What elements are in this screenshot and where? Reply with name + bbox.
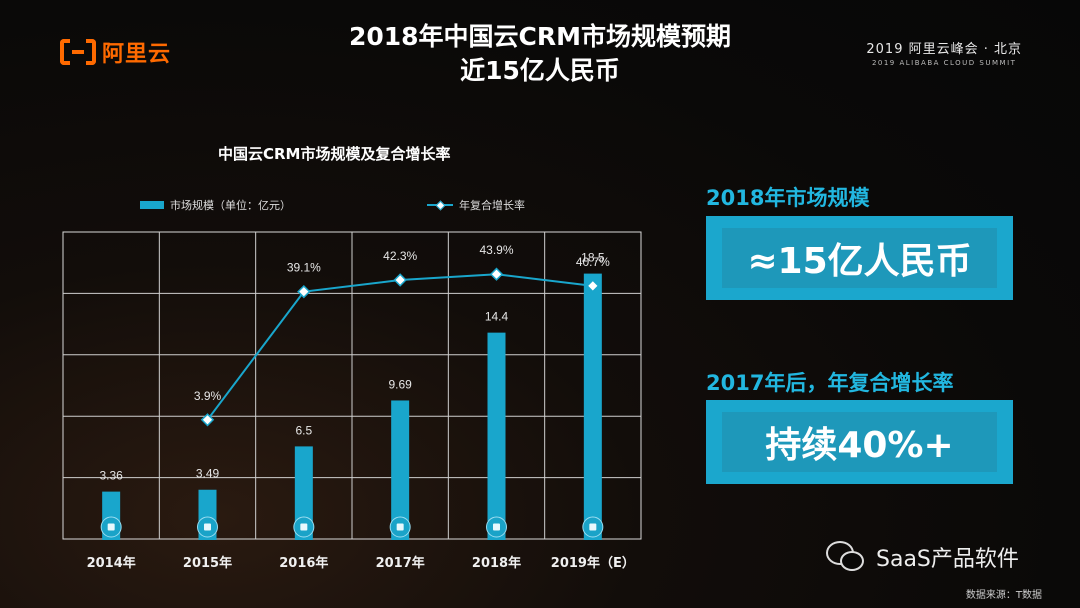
summit-badge: 2019 阿里云峰会 · 北京 2019 ALIBABA CLOUD SUMMI…: [866, 38, 1022, 67]
brand-name: 阿里云: [102, 42, 172, 67]
growth-rate-point: [297, 284, 311, 299]
bar-data-label: 9.69: [388, 377, 412, 391]
growth-rate-label: 43.9%: [479, 243, 513, 257]
chart-title: 中国云CRM市场规模及复合增长率: [218, 145, 451, 163]
kpi-heading-growth-rate: 2017年后，年复合增长率: [706, 371, 954, 395]
bar-base-marker-icon: [493, 523, 500, 531]
bar: [583, 273, 602, 540]
x-tick-label: 2019年（E）: [551, 555, 635, 571]
bar-base-marker-icon: [107, 523, 115, 531]
watermark-text: SaaS产品软件: [876, 547, 1019, 572]
bar-data-label: 14.4: [485, 310, 509, 324]
bar-base-marker-icon: [589, 523, 597, 531]
x-tick-label: 2018年: [472, 555, 521, 571]
growth-rate-line: [206, 273, 593, 421]
legend-bar-label: 市场规模（单位：亿元）: [170, 199, 291, 212]
page-title: 2018年中国云CRM市场规模预期 近15亿人民币: [0, 20, 1080, 88]
x-tick-label: 2016年: [279, 555, 328, 571]
bar-data-label: 6.5: [295, 423, 312, 437]
growth-rate-label: 42.3%: [383, 249, 417, 263]
legend-line-swatch: [427, 200, 453, 210]
legend-line-series: 年复合增长率: [427, 197, 525, 213]
bar: [487, 332, 506, 540]
title-line-2: 近15亿人民币: [460, 56, 620, 85]
bar-base-marker-icon: [204, 523, 211, 531]
growth-rate-label: 40.7%: [576, 255, 610, 269]
bar: [294, 446, 313, 540]
kpi-box-growth-rate: 持续40%+: [706, 400, 1013, 484]
alibaba-cloud-logo: 阿里云: [60, 36, 171, 68]
legend-bar-series: 市场规模（单位：亿元）: [140, 197, 291, 213]
kpi-heading-market-size: 2018年市场规模: [706, 186, 870, 210]
x-tick-label: 2014年: [87, 555, 136, 571]
summit-subtitle: 2019 ALIBABA CLOUD SUMMIT: [871, 59, 1017, 67]
bar-data-label: 3.36: [99, 469, 123, 483]
data-source: 数据来源：T数据: [965, 590, 1042, 601]
growth-rate-point: [586, 279, 600, 293]
kpi-value-growth-rate: 持续40%+: [722, 412, 997, 472]
kpi-box-market-size: ≈15亿人民币: [706, 216, 1013, 300]
bar: [391, 400, 410, 540]
wechat-icon: [826, 541, 866, 573]
bar-data-label: 3.49: [196, 467, 220, 481]
kpi-value-market-size: ≈15亿人民币: [722, 228, 997, 288]
growth-rate-point: [200, 413, 215, 427]
growth-rate-label: 3.9%: [194, 389, 222, 403]
legend-line-label: 年复合增长率: [459, 199, 525, 212]
summit-title: 2019 阿里云峰会 · 北京: [866, 42, 1022, 57]
title-line-1: 2018年中国云CRM市场规模预期: [348, 22, 732, 51]
growth-rate-point: [393, 273, 407, 287]
growth-rate-label: 39.1%: [287, 261, 321, 275]
growth-rate-point: [489, 267, 504, 281]
bar-base-marker-icon: [396, 523, 404, 531]
wechat-watermark: SaaS产品软件: [826, 541, 1019, 573]
bar-data-label: 18.5: [581, 251, 605, 265]
alibaba-cloud-mark-icon: [60, 39, 96, 65]
legend-bar-swatch: [140, 201, 164, 209]
bar-base-marker-icon: [300, 523, 308, 531]
x-tick-label: 2015年: [183, 555, 232, 571]
x-tick-label: 2017年: [376, 555, 425, 571]
